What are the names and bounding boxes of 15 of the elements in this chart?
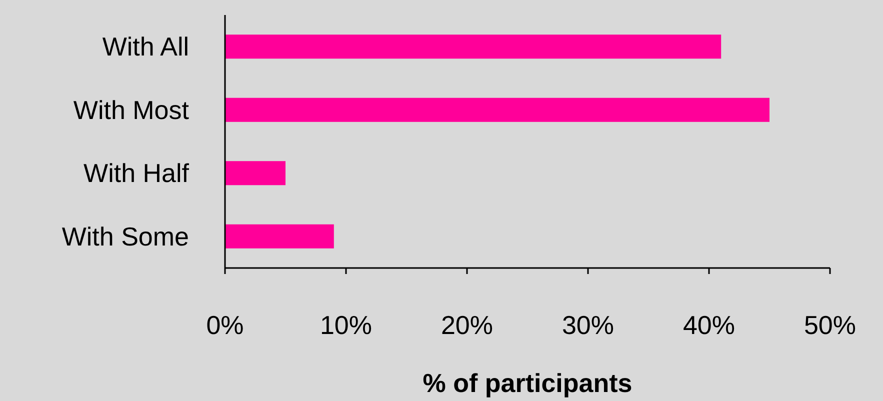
x-tick-label: 30% bbox=[562, 310, 614, 340]
x-tick-label: 10% bbox=[320, 310, 372, 340]
x-tick-label: 50% bbox=[804, 310, 856, 340]
bar bbox=[225, 161, 286, 186]
y-tick-label: With All bbox=[102, 32, 189, 62]
bar bbox=[225, 34, 722, 59]
y-tick-label: With Half bbox=[84, 158, 190, 188]
x-tick-label: 0% bbox=[206, 310, 244, 340]
bar bbox=[225, 98, 770, 122]
x-axis-title: % of participants bbox=[422, 368, 632, 398]
y-tick-label: With Most bbox=[73, 94, 190, 125]
x-tick-label: 20% bbox=[440, 310, 494, 340]
x-tick-label: 40% bbox=[682, 310, 736, 340]
bar bbox=[225, 224, 334, 248]
y-tick-label: With Some bbox=[62, 221, 189, 252]
